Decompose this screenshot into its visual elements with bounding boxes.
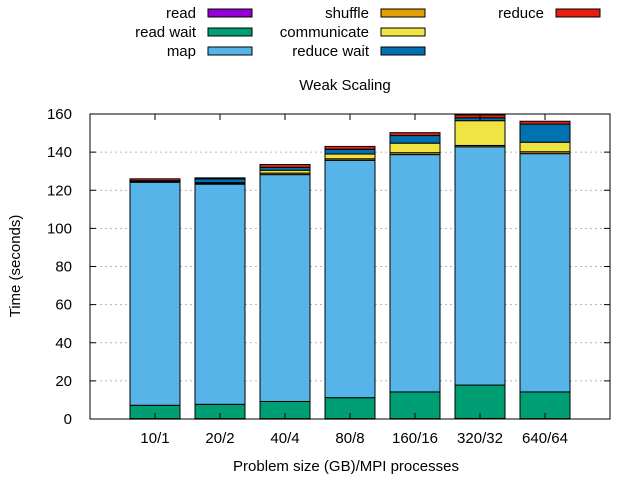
y-tick-label: 40 <box>55 335 72 352</box>
y-tick-label: 160 <box>47 106 72 123</box>
x-tick-label: 10/1 <box>140 430 169 447</box>
bar-segment <box>324 159 376 399</box>
bar-segment <box>324 148 376 155</box>
bars <box>129 114 571 420</box>
y-tick-label: 100 <box>47 220 72 237</box>
legend-swatch <box>207 27 253 37</box>
bar-segment <box>519 123 571 143</box>
bar-segment <box>519 120 571 125</box>
bar-segment <box>194 178 246 184</box>
x-tick-label: 40/4 <box>270 430 299 447</box>
bar-segment <box>454 120 506 146</box>
bar-segment <box>389 154 441 393</box>
bar-segment <box>519 153 571 393</box>
y-tick-label: 140 <box>47 144 72 161</box>
x-axis-label: Problem size (GB)/MPI processes <box>233 458 459 475</box>
x-tick-label: 320/32 <box>457 430 503 447</box>
y-tick-label: 80 <box>55 259 72 276</box>
legend-label: reduce wait <box>292 43 370 60</box>
bar-segment <box>259 174 311 402</box>
x-tick-label: 20/2 <box>205 430 234 447</box>
legend-swatch <box>380 46 426 56</box>
legend-label: reduce <box>498 5 544 22</box>
bar-segment <box>389 142 441 154</box>
bar-segment <box>519 141 571 153</box>
legend: read read wait map shuffle communicate reduce… <box>135 5 601 60</box>
legend-label: communicate <box>280 24 369 41</box>
bar-segment <box>129 178 181 182</box>
bar-segment <box>129 181 181 406</box>
y-tick-label: 60 <box>55 297 72 314</box>
legend-label: read <box>166 5 196 22</box>
x-axis: 10/1 20/2 40/4 80/8 160/16 320/32 640/64 <box>140 114 568 447</box>
legend-label: map <box>167 43 196 60</box>
x-tick-label: 640/64 <box>522 430 568 447</box>
x-tick-label: 160/16 <box>392 430 438 447</box>
bar-segment <box>389 135 441 144</box>
y-axis: 0 20 40 60 80 100 120 140 160 <box>47 106 610 428</box>
bar-segment <box>194 177 246 180</box>
legend-swatch <box>207 8 253 18</box>
chart-title: Weak Scaling <box>299 77 390 94</box>
legend-swatch <box>555 8 601 18</box>
x-tick-label: 80/8 <box>335 430 364 447</box>
bar-segment <box>194 183 246 405</box>
bar-segment <box>454 384 506 419</box>
legend-swatch <box>380 8 426 18</box>
legend-swatch <box>207 46 253 56</box>
bar-segment <box>454 146 506 386</box>
y-tick-label: 0 <box>64 411 72 428</box>
bar-segment <box>259 164 311 168</box>
legend-label: shuffle <box>325 5 369 22</box>
y-tick-label: 120 <box>47 182 72 199</box>
bar-segment <box>389 132 441 137</box>
bar-segment <box>324 145 376 150</box>
legend-label: read wait <box>135 24 197 41</box>
legend-swatch <box>380 27 426 37</box>
y-tick-label: 20 <box>55 373 72 390</box>
bar-segment <box>324 153 376 160</box>
y-axis-label: Time (seconds) <box>7 215 24 318</box>
